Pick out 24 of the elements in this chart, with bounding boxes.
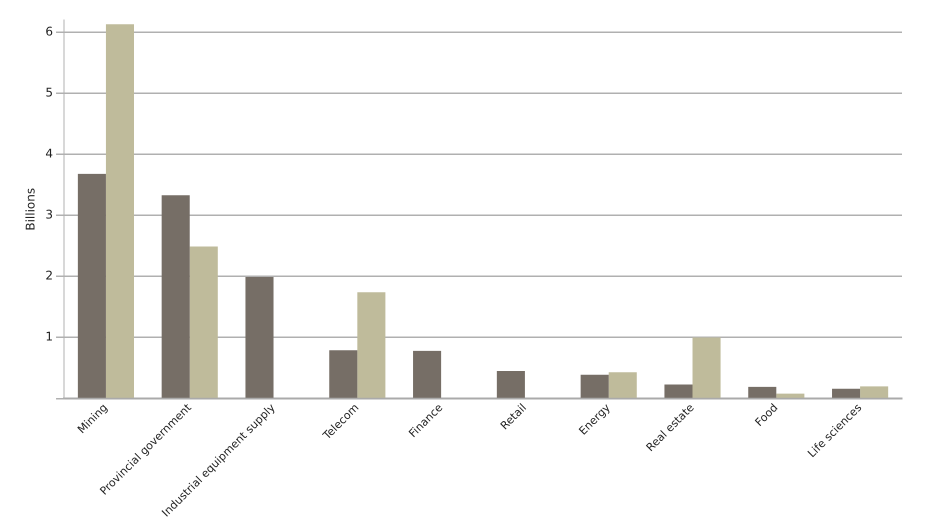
bar: [692, 337, 721, 398]
bar: [329, 350, 358, 398]
bar: [608, 372, 637, 398]
y-tick-label: 6: [45, 24, 54, 38]
bar: [496, 371, 525, 398]
bar: [245, 277, 274, 398]
bar: [190, 246, 218, 398]
y-tick-label: 1: [45, 330, 54, 344]
y-axis-title: Billions: [23, 188, 38, 231]
y-tick-label: 2: [45, 268, 54, 283]
bar: [664, 384, 693, 398]
bar: [413, 350, 442, 398]
bar: [78, 174, 106, 398]
bar: [357, 292, 386, 398]
bar: [106, 24, 134, 398]
bar: [860, 386, 888, 398]
bar: [748, 386, 776, 398]
bar: [162, 195, 190, 398]
y-tick-label: 3: [45, 207, 54, 222]
y-tick-label: 5: [45, 85, 54, 100]
bar: [776, 394, 804, 398]
y-tick-label: 4: [45, 146, 54, 160]
bar: [832, 388, 860, 398]
bar: [580, 374, 609, 398]
